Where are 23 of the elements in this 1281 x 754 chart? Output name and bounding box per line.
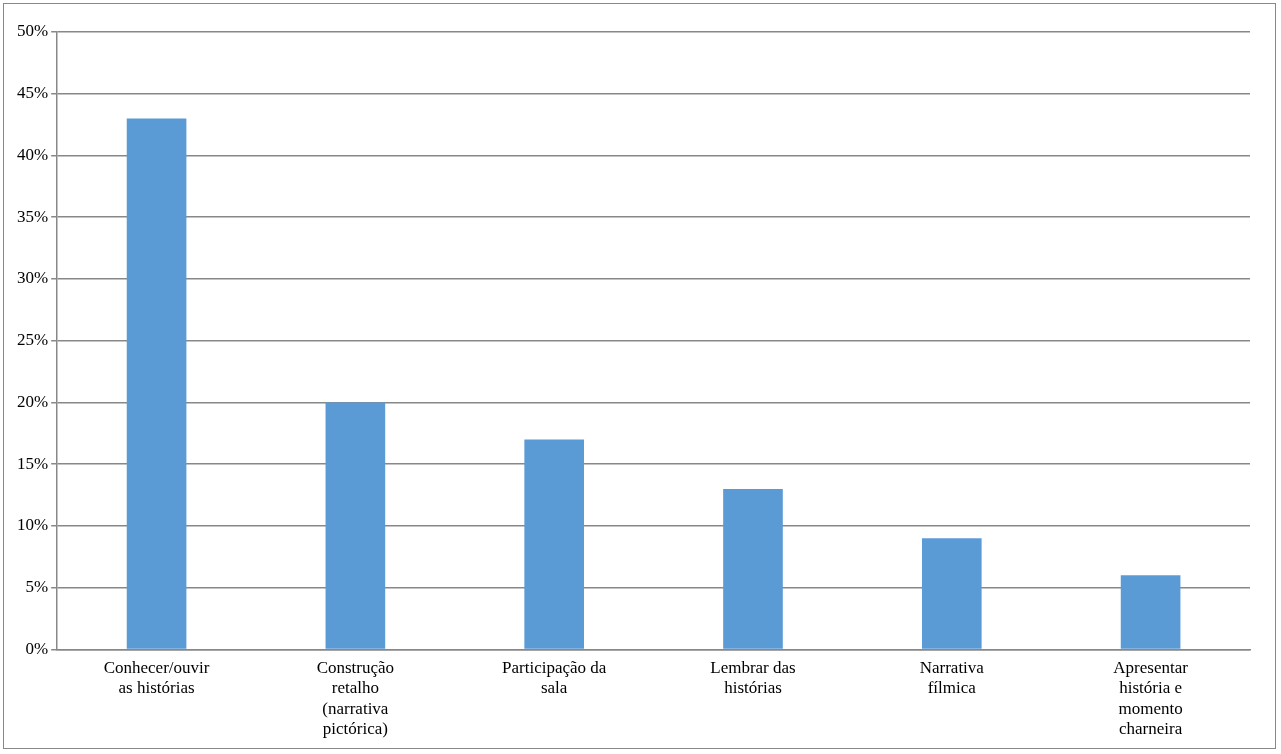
y-tick-label: 30% (16, 268, 49, 288)
y-tick-label: 50% (16, 21, 49, 41)
y-tick-label: 10% (16, 515, 49, 535)
bar (325, 402, 386, 649)
y-tick-label: 45% (16, 83, 49, 103)
bar (723, 488, 783, 649)
x-tick-label: Narrativa fílmica (919, 658, 985, 698)
bar (524, 439, 584, 649)
x-tick-label: Construção retalho (narrativa pictórica) (316, 658, 395, 739)
x-tick-label: Conhecer/ouvir as histórias (103, 658, 210, 698)
y-tick-label: 15% (16, 453, 49, 473)
x-tick-label: Lembrar das histórias (710, 658, 796, 698)
bar (1120, 575, 1181, 649)
y-tick-label: 40% (16, 144, 49, 164)
bar (921, 538, 982, 649)
x-tick-label: Apresentar história e momento charneira (1113, 658, 1189, 739)
y-tick-label: 0% (25, 638, 49, 658)
y-tick-label: 5% (25, 577, 49, 597)
y-tick-label: 25% (16, 330, 49, 350)
x-tick-label: Participação da sala (502, 658, 607, 698)
y-tick-label: 20% (16, 391, 49, 411)
bar (126, 118, 187, 649)
y-tick-label: 35% (16, 206, 49, 226)
